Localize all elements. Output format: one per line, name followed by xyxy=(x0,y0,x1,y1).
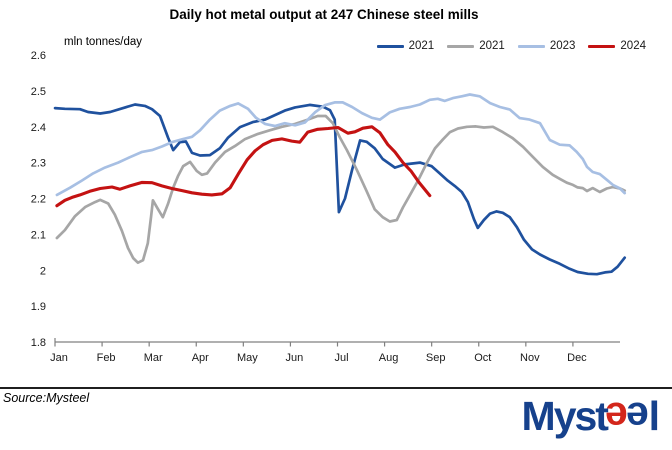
y-tick-label-1.9: 1.9 xyxy=(31,301,46,313)
y-tick-label-2.2: 2.2 xyxy=(31,194,46,206)
x-tick-label-jul: Jul xyxy=(334,352,348,364)
chart-legend: 2021 2021 2023 2024 xyxy=(376,39,646,53)
logo-red-e-icon: e xyxy=(606,394,628,440)
chart-title: Daily hot metal output at 247 Chinese st… xyxy=(169,7,479,22)
y-tick-label-2.1: 2.1 xyxy=(31,229,46,241)
series-line-1-2021 xyxy=(55,114,627,265)
legend-item-1-2021: 2021 xyxy=(447,40,505,52)
legend-line-swatch-3 xyxy=(588,44,616,48)
y-tick-label-1.8: 1.8 xyxy=(31,337,46,349)
logo-text-myst: Myst xyxy=(521,393,609,439)
y-tick-label-2.6: 2.6 xyxy=(31,50,46,62)
logo-text-l: l xyxy=(648,393,660,439)
x-tick-label-mar: Mar xyxy=(144,352,163,364)
series-line-2-2023 xyxy=(55,93,627,197)
legend-label-2: 2023 xyxy=(549,40,576,52)
x-tick-label-jun: Jun xyxy=(286,352,304,364)
mysteel-logo: Mysteel xyxy=(521,392,661,440)
y-tick-label-2.3: 2.3 xyxy=(31,158,46,170)
legend-item-0-2021: 2021 xyxy=(376,40,435,52)
footer-divider xyxy=(0,387,672,389)
legend-label-0: 2021 xyxy=(408,40,435,52)
x-tick-label-nov: Nov xyxy=(520,352,540,364)
series-line-0-2021 xyxy=(53,103,627,276)
logo-navy-e-icon: e xyxy=(627,394,649,440)
x-tick-label-jan: Jan xyxy=(50,352,68,364)
x-tick-label-sep: Sep xyxy=(426,352,446,364)
x-tick-label-oct: Oct xyxy=(474,352,491,364)
y-axis-units-label: mln tonnes/day xyxy=(64,36,142,48)
legend-label-1: 2021 xyxy=(479,40,505,52)
series-line-3-2024 xyxy=(55,125,432,208)
chart-plot: Jan Feb Mar Apr May Jun Jul Aug Sep Oct Nov Dec 2.6 2… xyxy=(31,50,627,364)
legend-line-swatch-0 xyxy=(376,44,404,48)
x-tick-label-feb: Feb xyxy=(97,352,116,364)
source-note: Source:Mysteel xyxy=(3,391,90,405)
legend-item-2-2023: 2023 xyxy=(517,40,576,52)
legend-line-swatch-2 xyxy=(517,44,545,48)
y-tick-label-2.4: 2.4 xyxy=(31,122,46,134)
x-tick-label-may: May xyxy=(237,352,258,364)
x-tick-label-apr: Apr xyxy=(192,352,209,364)
legend-item-3-2024: 2024 xyxy=(588,40,646,52)
legend-line-swatch-1 xyxy=(447,44,475,48)
x-tick-label-aug: Aug xyxy=(379,352,399,364)
legend-label-3: 2024 xyxy=(620,40,646,52)
y-tick-label-2: 2 xyxy=(40,265,46,277)
y-tick-label-2.5: 2.5 xyxy=(31,86,46,98)
x-tick-label-dec: Dec xyxy=(567,352,587,364)
